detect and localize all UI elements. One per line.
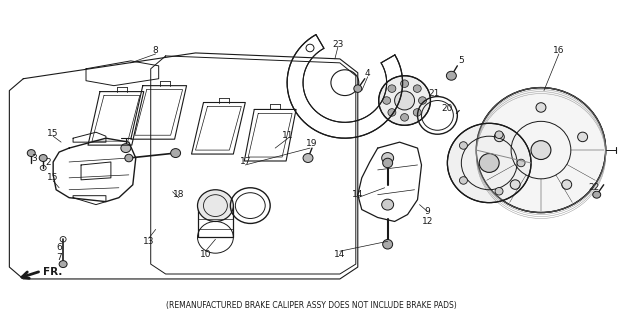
Ellipse shape bbox=[531, 141, 551, 159]
Ellipse shape bbox=[170, 148, 180, 157]
Ellipse shape bbox=[198, 190, 233, 221]
Ellipse shape bbox=[388, 85, 396, 92]
Ellipse shape bbox=[382, 153, 394, 164]
Text: 4: 4 bbox=[365, 69, 371, 78]
Ellipse shape bbox=[121, 144, 131, 153]
Text: 23: 23 bbox=[332, 39, 343, 49]
Ellipse shape bbox=[354, 85, 362, 92]
Text: 9: 9 bbox=[425, 207, 430, 216]
Ellipse shape bbox=[536, 103, 546, 112]
Text: 15: 15 bbox=[47, 129, 59, 138]
Ellipse shape bbox=[578, 132, 588, 142]
Text: 2: 2 bbox=[45, 158, 51, 167]
Ellipse shape bbox=[383, 158, 392, 168]
Text: 17: 17 bbox=[239, 157, 251, 166]
Text: 21: 21 bbox=[429, 89, 440, 98]
Ellipse shape bbox=[39, 155, 47, 162]
Text: 13: 13 bbox=[143, 237, 154, 246]
Ellipse shape bbox=[447, 71, 457, 80]
Text: 22: 22 bbox=[588, 183, 600, 192]
Ellipse shape bbox=[494, 132, 504, 142]
Text: 3: 3 bbox=[31, 154, 37, 163]
Text: 19: 19 bbox=[306, 139, 318, 148]
Text: 5: 5 bbox=[458, 56, 464, 65]
Ellipse shape bbox=[383, 239, 392, 249]
Ellipse shape bbox=[447, 123, 531, 203]
Ellipse shape bbox=[460, 177, 467, 184]
Text: 16: 16 bbox=[553, 46, 565, 55]
Text: 6: 6 bbox=[56, 243, 62, 252]
Ellipse shape bbox=[593, 191, 601, 198]
Text: FR.: FR. bbox=[44, 267, 63, 277]
Text: 14: 14 bbox=[352, 190, 363, 199]
Ellipse shape bbox=[382, 199, 394, 210]
Text: 11: 11 bbox=[282, 131, 294, 140]
Ellipse shape bbox=[379, 76, 430, 125]
Text: 18: 18 bbox=[173, 190, 184, 199]
Ellipse shape bbox=[479, 154, 499, 172]
Ellipse shape bbox=[59, 260, 67, 268]
Ellipse shape bbox=[388, 109, 396, 116]
Ellipse shape bbox=[476, 88, 606, 212]
Ellipse shape bbox=[517, 159, 525, 167]
Ellipse shape bbox=[27, 149, 35, 156]
Ellipse shape bbox=[562, 180, 572, 189]
Ellipse shape bbox=[460, 142, 467, 149]
Text: 7: 7 bbox=[56, 253, 62, 262]
Ellipse shape bbox=[383, 97, 391, 104]
Text: 15: 15 bbox=[47, 173, 59, 182]
Text: 14: 14 bbox=[334, 250, 346, 259]
Ellipse shape bbox=[510, 180, 520, 189]
Text: 8: 8 bbox=[153, 46, 159, 55]
Ellipse shape bbox=[495, 131, 503, 139]
Ellipse shape bbox=[413, 85, 421, 92]
Text: 10: 10 bbox=[200, 250, 211, 259]
Text: (REMANUFACTURED BRAKE CALIPER ASSY DOES NOT INCLUDE BRAKE PADS): (REMANUFACTURED BRAKE CALIPER ASSY DOES … bbox=[165, 301, 457, 310]
Text: 12: 12 bbox=[422, 217, 433, 226]
Ellipse shape bbox=[401, 80, 409, 87]
Ellipse shape bbox=[495, 188, 503, 195]
Ellipse shape bbox=[394, 91, 414, 110]
Ellipse shape bbox=[303, 154, 313, 163]
Ellipse shape bbox=[419, 97, 427, 104]
Text: 20: 20 bbox=[442, 104, 453, 113]
Ellipse shape bbox=[125, 154, 133, 162]
Ellipse shape bbox=[413, 109, 421, 116]
Ellipse shape bbox=[401, 114, 409, 121]
